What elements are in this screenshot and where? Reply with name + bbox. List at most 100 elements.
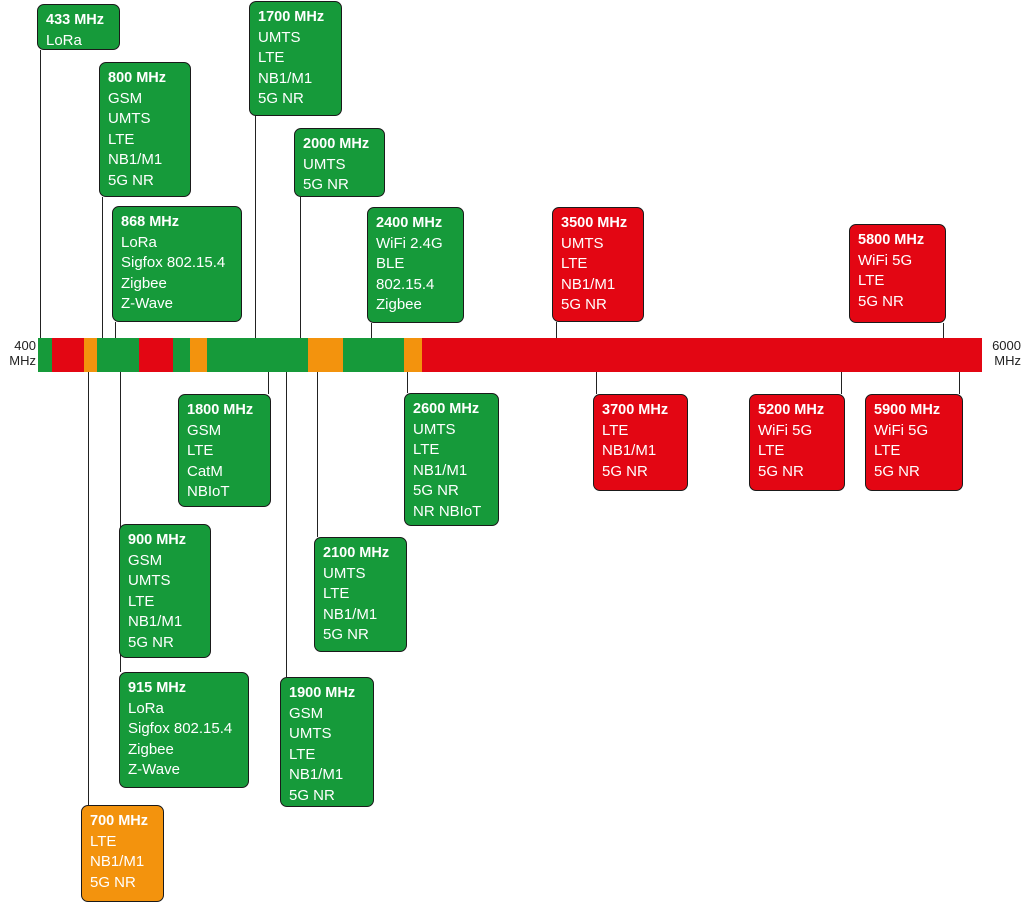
band-technology: LTE: [758, 442, 785, 459]
band-technology: LTE: [858, 272, 885, 289]
band-technology: UMTS: [561, 234, 604, 252]
band-title: 3700 MHz: [602, 402, 669, 418]
band-technology: LoRa: [128, 699, 164, 717]
band-technology: UMTS: [108, 110, 151, 127]
band-technology: LTE: [874, 442, 901, 459]
band-technology: GSM: [108, 89, 143, 107]
band-title: 5200 MHz: [758, 402, 825, 418]
band-technology: NB1/M1: [561, 275, 616, 293]
band-technology: CatM: [187, 462, 223, 480]
spectrum-segment-9: [307, 338, 344, 372]
leader-line-2400: [371, 323, 372, 338]
spectrum-bar: [38, 338, 982, 372]
band-title: 5800 MHz: [858, 232, 925, 248]
band-technology: 5G NR: [323, 626, 369, 643]
leader-line-1900: [286, 372, 287, 677]
spectrum-segment-5: [139, 338, 173, 372]
leader-line-433: [40, 50, 41, 338]
band-title: 1700 MHz: [258, 9, 325, 25]
band-box-2600: 2600 MHz UMTS LTE NB1/M1 5G NR NR NBIoT: [404, 393, 499, 526]
band-technology: NB1/M1: [413, 461, 468, 479]
leader-line-1800: [268, 372, 269, 394]
spectrum-segment-12: [422, 338, 982, 372]
spectrum-segment-4: [96, 338, 140, 372]
band-technology: 5G NR: [108, 171, 154, 189]
band-technology: NB1/M1: [602, 442, 657, 459]
band-box-800: 800 MHz GSM UMTS LTE NB1/M1 5G NR: [99, 62, 191, 197]
band-title: 433 MHz: [46, 12, 105, 28]
band-box-900: 900 MHz GSM UMTS LTE NB1/M1 5G NR: [119, 524, 211, 658]
band-title: 5900 MHz: [874, 402, 941, 418]
band-technology: LTE: [258, 49, 285, 66]
leader-line-700: [88, 372, 89, 805]
spectrum-segment-11: [403, 338, 423, 372]
band-technology: Z-Wave: [121, 295, 173, 312]
band-technology: 5G NR: [413, 482, 459, 499]
band-technology: WiFi 5G: [858, 251, 913, 269]
spectrum-segment-7: [189, 338, 207, 372]
leader-line-2100: [317, 372, 318, 537]
band-technology: GSM: [128, 551, 163, 569]
band-technology: 802.15.4: [376, 275, 435, 293]
leader-line-2600: [407, 372, 408, 393]
leader-line-5200: [841, 372, 842, 394]
band-technology: 5G NR: [90, 873, 136, 891]
band-technology: BLE: [376, 255, 405, 272]
band-technology: UMTS: [258, 28, 301, 46]
band-technology: 5G NR: [858, 292, 904, 310]
band-technology: WiFi 5G: [874, 421, 929, 439]
band-technology: NB1/M1: [90, 853, 145, 870]
band-title: 2600 MHz: [413, 401, 480, 417]
band-technology: Sigfox 802.15.4: [121, 254, 226, 271]
band-title: 2400 MHz: [376, 215, 443, 231]
band-technology: NB1/M1: [323, 605, 378, 623]
band-box-700: 700 MHz LTE NB1/M1 5G NR: [81, 805, 164, 902]
band-technology: 5G NR: [128, 633, 174, 651]
band-title: 900 MHz: [128, 532, 187, 548]
spectrum-segment-1: [38, 338, 52, 372]
band-technology: NB1/M1: [258, 69, 313, 87]
leader-line-1700: [255, 116, 256, 338]
band-technology: UMTS: [289, 725, 332, 742]
band-box-3500: 3500 MHz UMTS LTE NB1/M1 5G NR: [552, 207, 644, 322]
axis-max-label: 6000 MHz: [992, 338, 1021, 368]
band-technology: Zigbee: [128, 740, 174, 758]
band-technology: GSM: [187, 421, 222, 439]
band-technology: GSM: [289, 704, 324, 722]
leader-line-5900: [959, 372, 960, 394]
band-box-5200: 5200 MHz WiFi 5G LTE 5G NR: [749, 394, 845, 491]
band-technology: NB1/M1: [108, 151, 163, 168]
band-technology: Zigbee: [376, 296, 422, 313]
band-title: 800 MHz: [108, 70, 167, 86]
band-technology: LTE: [289, 745, 316, 763]
band-technology: UMTS: [323, 564, 366, 582]
band-box-5900: 5900 MHz WiFi 5G LTE 5G NR: [865, 394, 963, 491]
leader-line-3500: [556, 322, 557, 338]
band-box-3700: 3700 MHz LTE NB1/M1 5G NR: [593, 394, 688, 491]
band-technology: LoRa: [46, 31, 82, 49]
band-box-915: 915 MHz LoRa Sigfox 802.15.4 Zigbee Z-Wave: [119, 672, 249, 788]
band-technology: LTE: [413, 441, 440, 458]
band-box-5800: 5800 MHz WiFi 5G LTE 5G NR: [849, 224, 946, 323]
band-title: 1900 MHz: [289, 685, 356, 701]
band-technology: LTE: [602, 421, 629, 439]
spectrum-segment-3: [83, 338, 97, 372]
band-technology: 5G NR: [289, 786, 335, 804]
band-box-433: 433 MHz LoRa: [37, 4, 120, 50]
band-technology: 5G NR: [303, 176, 349, 193]
band-technology: LTE: [187, 442, 214, 459]
band-technology: Sigfox 802.15.4: [128, 720, 233, 737]
band-technology: 5G NR: [874, 462, 920, 480]
band-box-2100: 2100 MHz UMTS LTE NB1/M1 5G NR: [314, 537, 407, 652]
band-technology: NBIoT: [187, 483, 230, 500]
leader-line-3700: [596, 372, 597, 394]
leader-line-800: [102, 197, 103, 338]
band-technology: Zigbee: [121, 274, 167, 292]
band-title: 915 MHz: [128, 680, 187, 696]
band-title: 868 MHz: [121, 214, 180, 230]
band-box-2400: 2400 MHz WiFi 2.4G BLE 802.15.4 Zigbee: [367, 207, 464, 323]
band-technology: LTE: [323, 585, 350, 602]
band-technology: UMTS: [128, 572, 171, 589]
band-technology: LTE: [561, 255, 588, 272]
